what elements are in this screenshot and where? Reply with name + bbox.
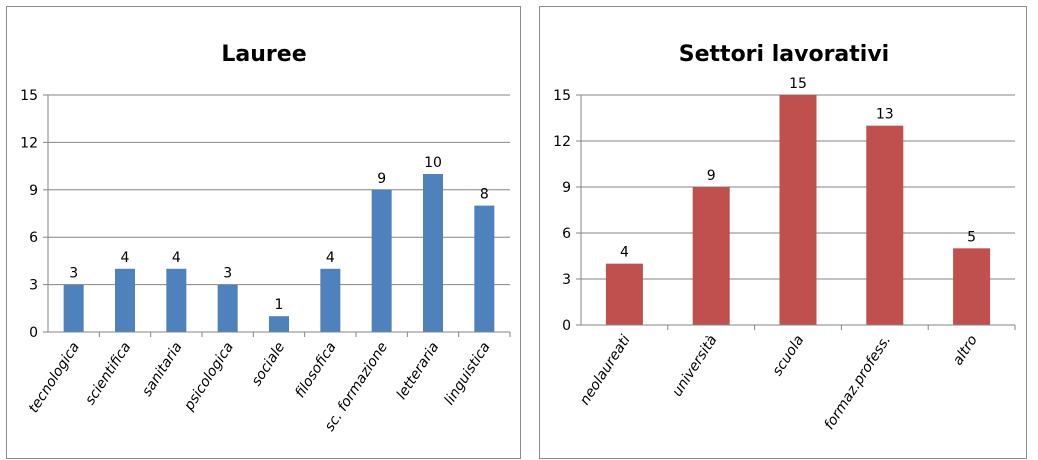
chart-title: Settori lavorativi	[679, 42, 889, 67]
category-label: scientifica	[82, 339, 134, 407]
data-label: 4	[326, 250, 335, 266]
data-label: 15	[789, 76, 807, 92]
data-label: 10	[424, 155, 442, 171]
category-label: filosofica	[292, 339, 340, 400]
bar	[692, 187, 730, 325]
y-tick-label: 3	[29, 278, 38, 294]
data-label: 9	[377, 171, 386, 187]
category-label: tecnologica	[26, 339, 83, 415]
y-tick-label: 3	[562, 272, 571, 288]
chart-settori-lavorativi: Settori lavorativi 0 3 6 9 12 15 4 neolaureati 9…	[553, 42, 1016, 433]
data-label: 4	[172, 250, 181, 266]
bar	[371, 189, 392, 332]
y-tick-label: 12	[20, 135, 38, 151]
bar	[115, 268, 135, 332]
y-tick-label: 0	[29, 325, 38, 341]
data-label: 9	[707, 168, 716, 184]
y-tick-label: 9	[562, 180, 571, 196]
category-label: università	[669, 332, 720, 399]
y-tick-label: 6	[29, 230, 38, 246]
data-label: 8	[480, 187, 489, 203]
category-label: letteraria	[394, 339, 443, 402]
y-tick-label: 12	[553, 134, 571, 150]
bar	[269, 316, 289, 332]
data-label: 5	[967, 229, 976, 245]
bar	[474, 205, 495, 332]
category-label: sanitaria	[139, 339, 186, 399]
data-label: 13	[876, 107, 894, 123]
data-label: 4	[121, 250, 130, 266]
y-tick-label: 6	[562, 226, 571, 242]
y-tick-label: 15	[553, 88, 571, 104]
data-label: 4	[620, 245, 629, 261]
category-label: altro	[950, 332, 981, 368]
y-tick-label: 15	[20, 88, 38, 104]
category-label: scuola	[769, 332, 807, 378]
bar	[866, 125, 904, 326]
category-label: linguistica	[441, 339, 493, 407]
data-label: 3	[223, 266, 232, 282]
category-label: psicologica	[181, 339, 237, 414]
category-label: sociale	[249, 339, 289, 388]
category-label: neolaureati	[577, 332, 634, 408]
bar	[320, 268, 341, 332]
chart-panel-lauree: Lauree 0 3 6 9 12 15 3 tecnologica 4 scientifica 4…	[6, 6, 521, 459]
bar	[605, 263, 643, 325]
bar	[217, 284, 238, 332]
bar	[953, 248, 991, 325]
chart-title: Lauree	[221, 42, 306, 67]
chart-panel-settori: Settori lavorativi 0 3 6 9 12 15 4 neolaureati 9…	[539, 6, 1027, 459]
bar	[779, 95, 817, 325]
bar	[423, 174, 443, 332]
data-label: 1	[275, 297, 284, 313]
y-tick-label: 9	[29, 183, 38, 199]
chart-lauree: Lauree 0 3 6 9 12 15 3 tecnologica 4 scientifica 4…	[20, 42, 511, 434]
category-label: formaz.profess.	[821, 332, 894, 432]
data-label: 3	[69, 266, 78, 282]
bar	[63, 284, 84, 332]
y-tick-label: 0	[562, 318, 571, 334]
bar	[166, 268, 187, 332]
